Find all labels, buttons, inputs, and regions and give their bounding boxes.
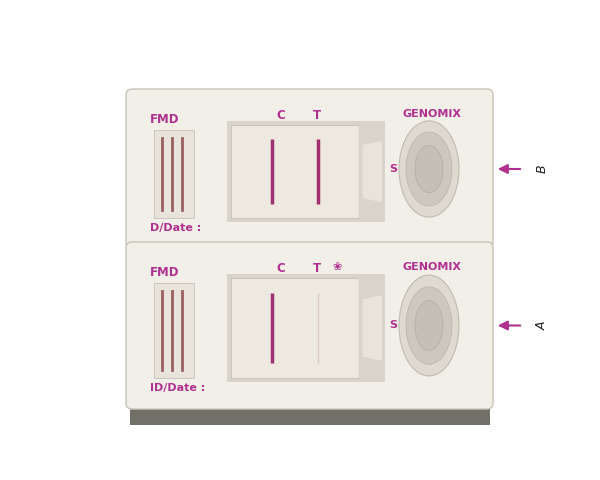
Text: C: C xyxy=(277,109,286,122)
Ellipse shape xyxy=(399,275,459,376)
Text: A: A xyxy=(536,321,548,330)
Text: T: T xyxy=(313,262,320,275)
Text: ID/Date :: ID/Date : xyxy=(150,383,205,393)
Polygon shape xyxy=(363,296,381,360)
Bar xyxy=(232,278,359,378)
Text: D/Date :: D/Date : xyxy=(150,223,201,233)
Text: T: T xyxy=(313,109,320,122)
Bar xyxy=(154,130,194,218)
Ellipse shape xyxy=(415,145,443,192)
Ellipse shape xyxy=(406,132,452,206)
Ellipse shape xyxy=(415,300,443,350)
Text: FMD: FMD xyxy=(150,266,179,279)
Bar xyxy=(227,121,385,222)
FancyBboxPatch shape xyxy=(126,89,493,249)
Bar xyxy=(227,274,385,382)
Text: C: C xyxy=(277,262,286,275)
Polygon shape xyxy=(359,125,381,218)
Text: B: B xyxy=(536,165,548,173)
Bar xyxy=(232,125,359,218)
FancyBboxPatch shape xyxy=(126,242,493,409)
Ellipse shape xyxy=(406,287,452,364)
Bar xyxy=(154,283,194,378)
Text: S: S xyxy=(389,164,397,174)
Ellipse shape xyxy=(399,121,459,217)
Text: S: S xyxy=(389,321,397,331)
Text: GENOMIX: GENOMIX xyxy=(403,109,461,119)
Polygon shape xyxy=(363,142,381,201)
Text: GENOMIX: GENOMIX xyxy=(403,262,461,272)
Text: FMD: FMD xyxy=(150,113,179,126)
Polygon shape xyxy=(359,278,381,378)
Text: ❀: ❀ xyxy=(332,262,341,272)
Bar xyxy=(130,240,490,425)
